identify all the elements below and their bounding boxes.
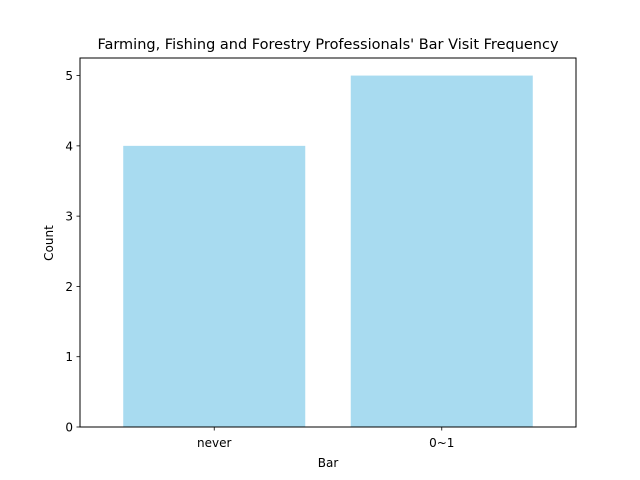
bar-0~1	[350, 75, 533, 427]
x-tick-label: 0~1	[429, 436, 454, 450]
bar-never	[123, 145, 306, 428]
y-tick-label: 4	[65, 139, 73, 153]
x-axis-ticks: never 0~1	[197, 427, 454, 450]
y-tick-label: 0	[65, 421, 73, 435]
x-tick-label: never	[197, 436, 231, 450]
chart-title: Farming, Fishing and Forestry Profession…	[97, 37, 559, 53]
y-tick-label: 2	[65, 280, 73, 294]
y-tick-label: 3	[65, 210, 73, 224]
y-tick-label: 5	[65, 69, 73, 83]
plot-frame	[79, 57, 577, 428]
x-axis-label: Bar	[318, 456, 339, 470]
y-tick-label: 1	[65, 350, 73, 364]
y-axis-label: Count	[42, 225, 56, 261]
y-axis-ticks: 0 1 2 3 4 5	[65, 69, 80, 435]
bars-group	[123, 75, 533, 428]
